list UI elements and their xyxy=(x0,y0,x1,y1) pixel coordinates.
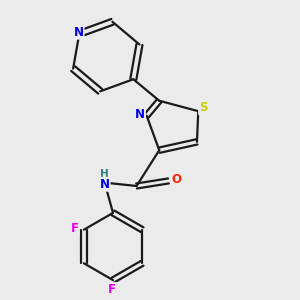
Text: N: N xyxy=(74,26,84,39)
Text: S: S xyxy=(199,101,208,114)
Text: F: F xyxy=(70,221,79,235)
Text: F: F xyxy=(108,283,116,296)
Text: N: N xyxy=(135,107,145,121)
Text: O: O xyxy=(171,173,181,186)
Text: N: N xyxy=(100,178,110,191)
Text: H: H xyxy=(100,169,109,179)
